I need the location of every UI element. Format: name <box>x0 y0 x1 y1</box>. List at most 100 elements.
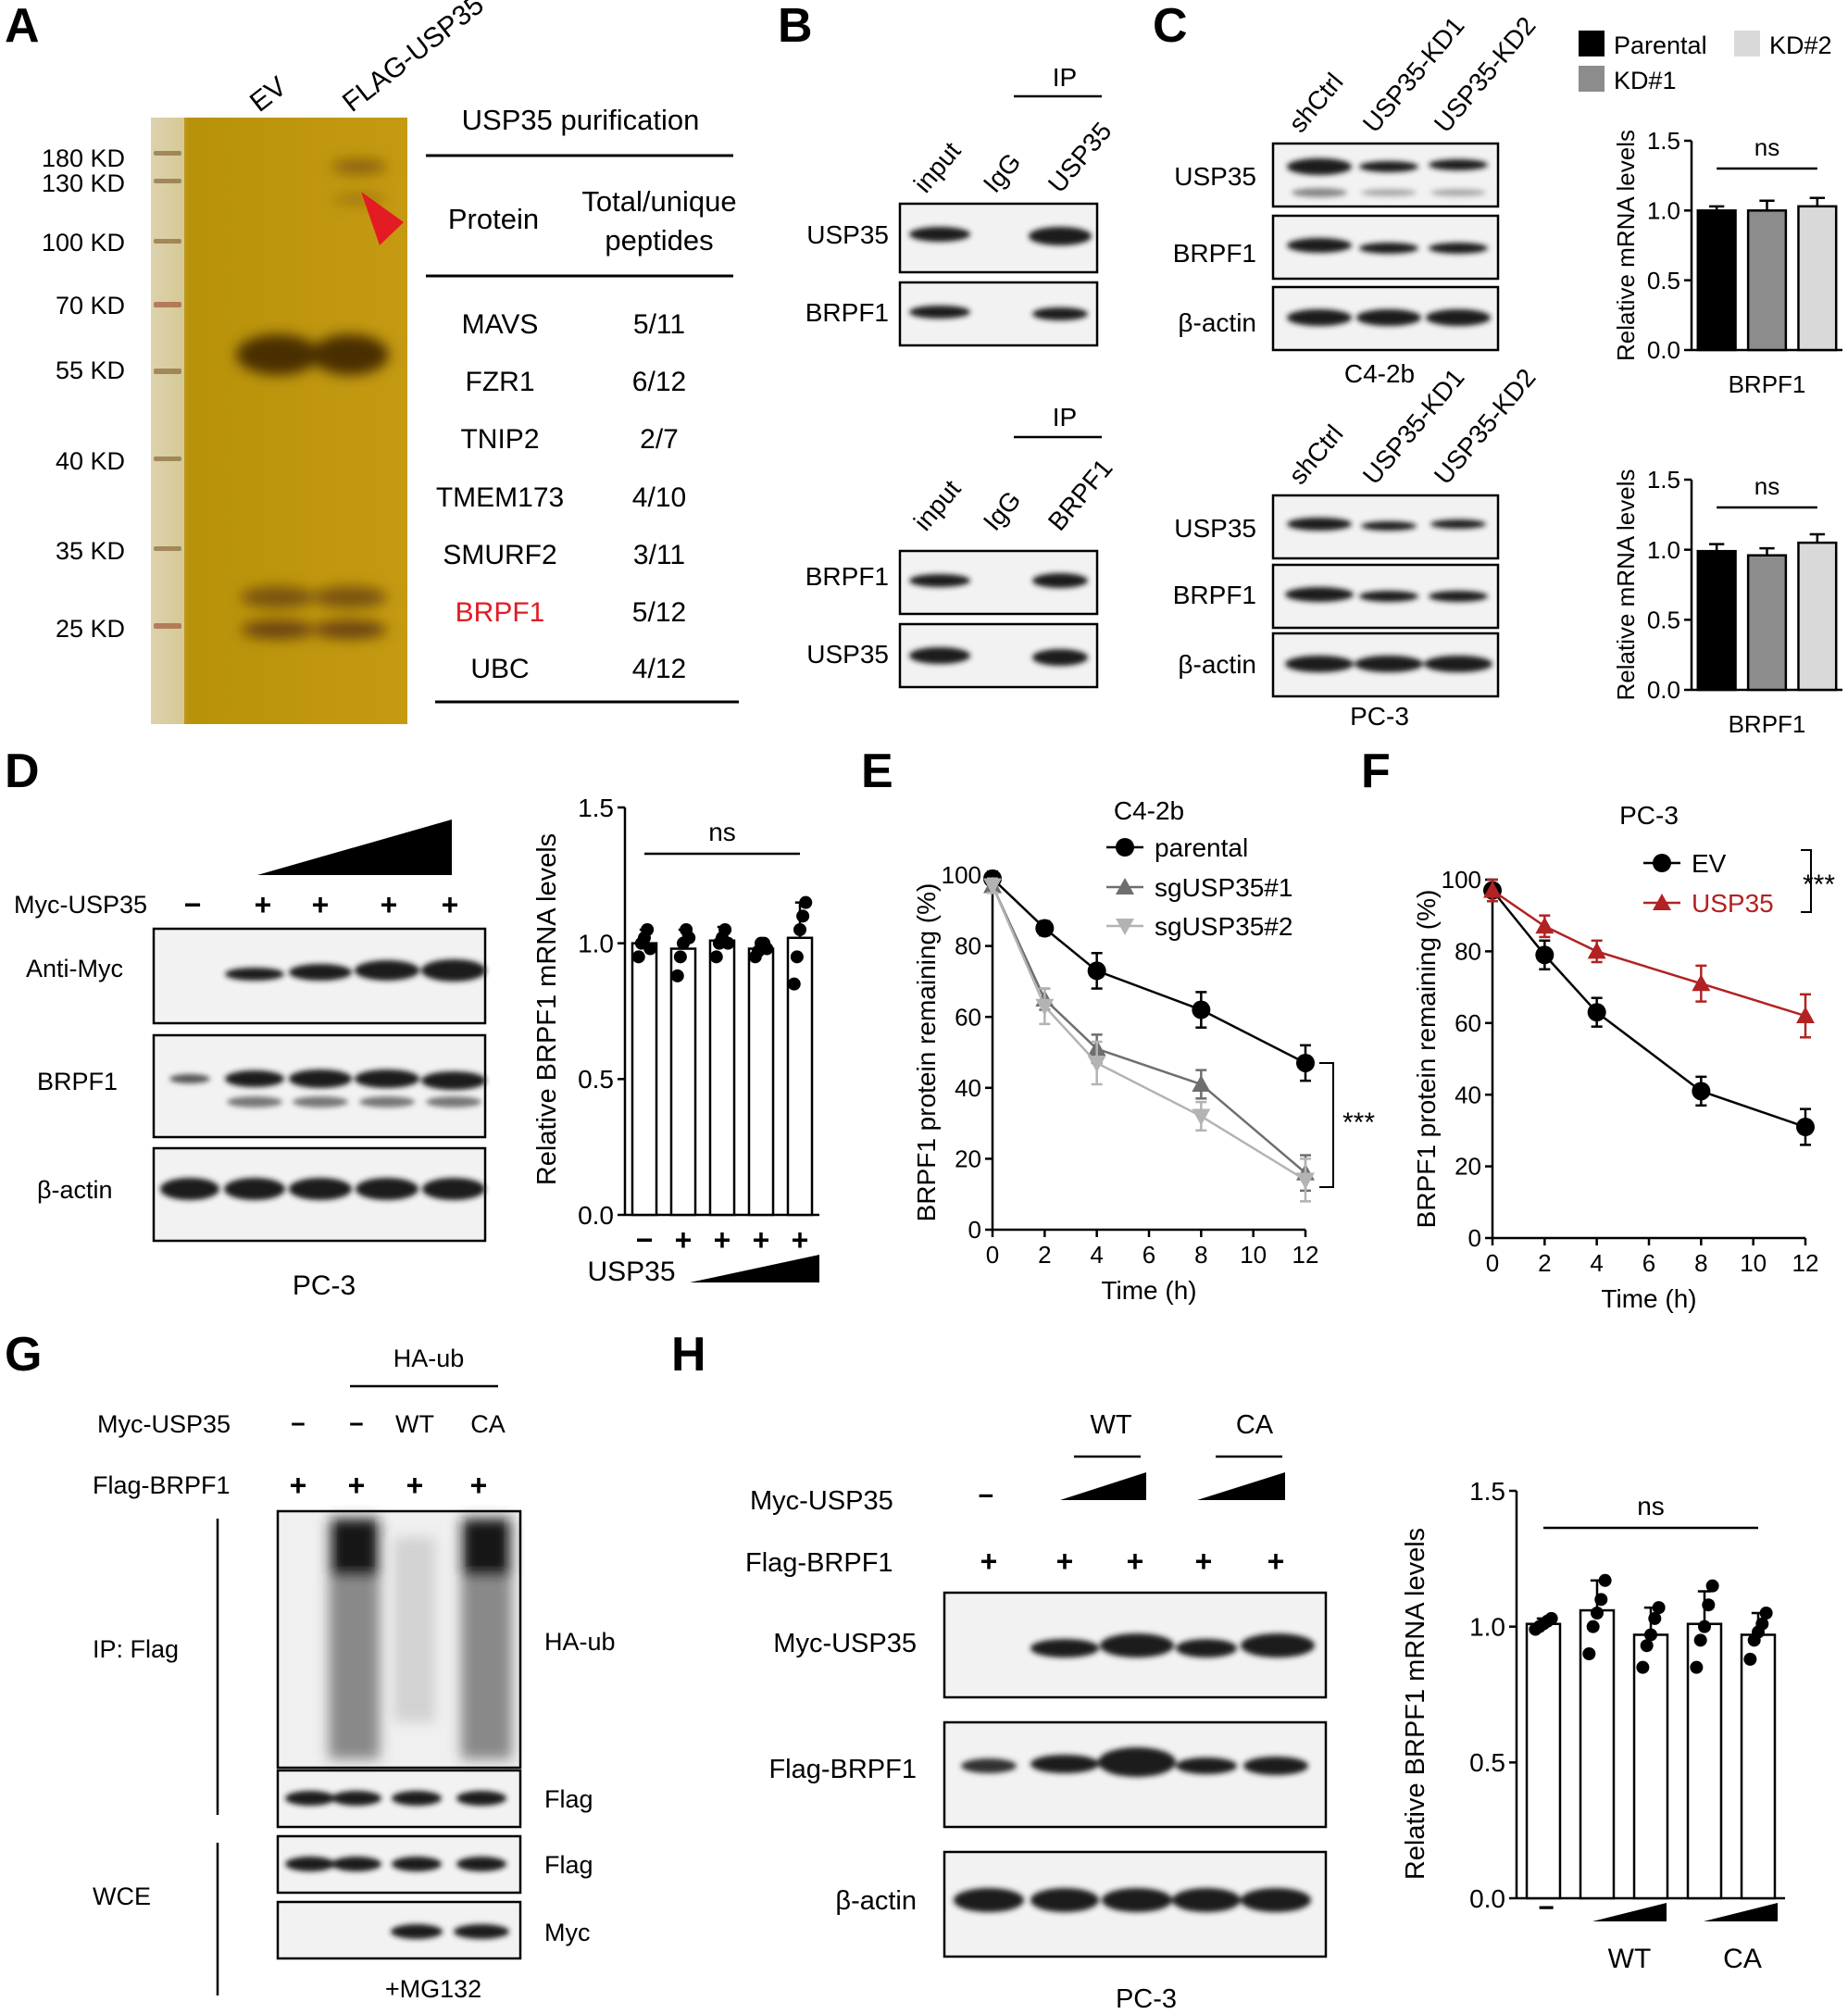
cell-line-label: PC-3 <box>293 1270 356 1301</box>
data-point <box>721 936 735 950</box>
marker-35: 35 KD <box>56 537 125 565</box>
significance-label: ns <box>1754 133 1779 161</box>
blot-label: β-actin <box>1178 650 1256 679</box>
data-point <box>1582 1647 1596 1660</box>
bar <box>747 947 775 1217</box>
cell-line-label: PC-3 <box>1350 702 1409 731</box>
bar <box>631 942 658 1217</box>
panel-letter-b: B <box>778 0 813 53</box>
marker-70: 70 KD <box>56 292 125 319</box>
bar <box>1797 541 1838 692</box>
data-point <box>1690 1660 1704 1674</box>
sign: + <box>290 1469 307 1502</box>
data-point <box>1755 1617 1769 1631</box>
marker-lane <box>151 118 184 724</box>
marker-55: 55 KD <box>56 357 125 384</box>
myc-usp35-label: Myc-USP35 <box>14 891 147 919</box>
ip-flag-label: IP: Flag <box>93 1635 179 1663</box>
table-title: USP35 purification <box>462 104 700 136</box>
data-point <box>1035 919 1055 938</box>
x-tick-label: 2 <box>1038 1241 1051 1269</box>
blot-label: USP35 <box>806 220 889 249</box>
arrow-icon <box>361 192 404 245</box>
category-label: − <box>636 1223 654 1257</box>
bar <box>1746 209 1788 352</box>
blot-label: β-actin <box>37 1176 113 1204</box>
gradient-wedge <box>257 819 452 875</box>
blot-label: β-actin <box>1178 308 1256 337</box>
data-point <box>682 931 696 944</box>
table-row: TNIP2 <box>460 424 539 455</box>
bar <box>708 939 736 1217</box>
data-point <box>1636 1660 1650 1674</box>
gradient-wedge <box>690 1255 819 1282</box>
panel-d-blots: Myc-USP35 − + + + + Anti-Myc BRPF1 β-act… <box>14 819 487 1301</box>
marker-bands <box>154 151 181 629</box>
blot-label: Flag-BRPF1 <box>768 1755 917 1784</box>
sign: + <box>1056 1545 1074 1578</box>
chart-c-bottom: 0.0 0.5 1.0 1.5 ns Relative mRNA levels BRPF1 <box>1612 466 1842 738</box>
y-tick-label: 0.0 <box>1469 1884 1505 1913</box>
header-total: Total/unique <box>581 185 736 218</box>
y-axis-label: BRPF1 protein remaining (%) <box>912 883 941 1222</box>
y-tick-label: 1.0 <box>1647 536 1680 564</box>
x-tick-label: 0 <box>1486 1249 1499 1277</box>
y-tick-label: 0.5 <box>1647 606 1680 633</box>
blot-label: BRPF1 <box>37 1068 118 1095</box>
y-tick-label: 80 <box>955 932 981 960</box>
x-tick-label: 0 <box>986 1241 999 1269</box>
marker-labels: 180 KD 130 KD 100 KD 70 KD 55 KD 40 KD 3… <box>42 144 125 643</box>
data-point <box>1116 838 1134 857</box>
x-tick-label: 6 <box>1642 1249 1655 1277</box>
legend-parental: Parental <box>1614 31 1707 59</box>
blot-label: Anti-Myc <box>26 955 123 982</box>
lane-label: BRPF1 <box>1043 454 1118 536</box>
data-point <box>1116 878 1134 894</box>
lane-label: shCtrl <box>1283 419 1349 490</box>
category-label: + <box>753 1223 770 1257</box>
y-tick-label: 60 <box>955 1003 981 1031</box>
panel-letter-d: D <box>5 744 40 798</box>
x-tick-label: 4 <box>1590 1249 1603 1277</box>
legend-kd2: KD#2 <box>1769 31 1832 59</box>
data-point <box>1544 1611 1558 1625</box>
x-tick-label: 12 <box>1792 1249 1819 1277</box>
x-axis-label: Time (h) <box>1601 1284 1696 1313</box>
y-tick-label: 40 <box>955 1074 981 1102</box>
sign: + <box>406 1469 424 1502</box>
data-point <box>1192 1074 1211 1092</box>
data-point <box>796 909 810 923</box>
data-point <box>799 895 813 909</box>
table-row: TMEM173 <box>436 482 564 513</box>
ha-ub-header: HA-ub <box>393 1345 465 1372</box>
y-tick-label: 20 <box>955 1145 981 1173</box>
table-row: FZR1 <box>466 367 535 397</box>
significance-label: *** <box>1803 869 1835 900</box>
data-point <box>983 878 1002 895</box>
data-point <box>1035 998 1055 1016</box>
blot-label: HA-ub <box>544 1628 616 1656</box>
data-point <box>760 942 774 956</box>
data-point <box>1087 1055 1106 1072</box>
y-tick-label: 1.0 <box>1469 1612 1505 1641</box>
lane-label: shCtrl <box>1283 68 1349 138</box>
sign: + <box>312 888 330 921</box>
data-point <box>787 977 801 991</box>
blot-label: Myc <box>544 1919 591 1946</box>
bar <box>1696 549 1737 692</box>
series-line <box>992 877 1306 1065</box>
blot-label: β-actin <box>835 1886 917 1916</box>
blot-label: USP35 <box>1174 162 1256 191</box>
marker-100: 100 KD <box>42 229 125 256</box>
data-point <box>1653 854 1671 872</box>
sign: + <box>470 1469 488 1502</box>
panel-g: HA-ub Myc-USP35 − − WT CA Flag-BRPF1 + +… <box>93 1345 616 2003</box>
x-tick-label: 8 <box>1194 1241 1207 1269</box>
x-tick-label: 4 <box>1090 1241 1103 1269</box>
panel-letter-g: G <box>5 1328 42 1382</box>
chart-d: 0.00.51.01.5− + + + +ns <box>578 794 819 1257</box>
y-tick-label: 1.5 <box>1469 1477 1505 1506</box>
blot-bands <box>909 227 1092 320</box>
bar <box>669 947 697 1217</box>
data-point <box>1692 1082 1711 1101</box>
